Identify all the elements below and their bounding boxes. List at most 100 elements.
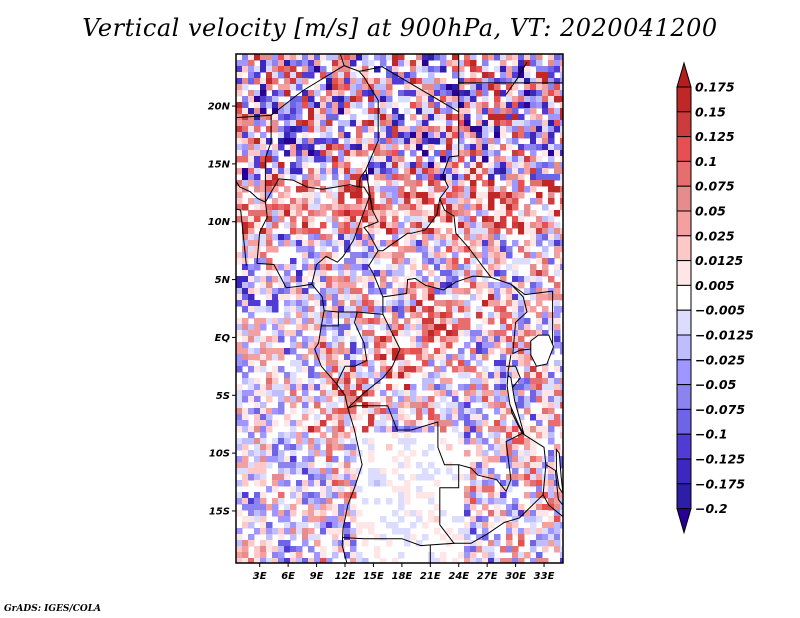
field-cell — [314, 336, 321, 343]
field-cell — [518, 102, 525, 109]
field-cell — [392, 258, 399, 265]
field-cell — [254, 324, 261, 331]
y-tick-label: 20N — [208, 102, 231, 113]
field-cell — [308, 96, 315, 103]
field-cell — [464, 132, 471, 139]
field-cell — [524, 462, 531, 469]
border-line — [542, 494, 563, 518]
field-cell — [338, 240, 345, 247]
field-cell — [236, 66, 243, 73]
field-cell — [512, 432, 519, 439]
field-cell — [254, 174, 261, 181]
field-cell — [368, 480, 375, 487]
colorbar-tick-label: 0.1 — [695, 154, 717, 169]
field-cell — [386, 336, 393, 343]
field-cell — [302, 318, 309, 325]
field-cell — [512, 546, 519, 553]
field-cell — [518, 90, 525, 97]
field-cell — [512, 162, 519, 169]
field-cell — [422, 168, 429, 175]
field-cell — [308, 120, 315, 127]
field-cell — [296, 294, 303, 301]
field-cell — [542, 384, 549, 391]
field-cell — [260, 96, 267, 103]
field-cell — [350, 360, 357, 367]
field-cell — [320, 384, 327, 391]
field-cell — [254, 348, 261, 355]
field-cell — [320, 210, 327, 217]
field-cell — [440, 360, 447, 367]
field-cell — [308, 318, 315, 325]
field-cell — [542, 522, 549, 529]
field-cell — [296, 468, 303, 475]
field-cell — [488, 126, 495, 133]
field-cell — [368, 84, 375, 91]
field-cell — [302, 528, 309, 535]
field-cell — [362, 378, 369, 385]
field-cell — [410, 186, 417, 193]
field-cell — [560, 450, 563, 457]
field-cell — [320, 390, 327, 397]
field-cell — [350, 84, 357, 91]
field-cell — [410, 282, 417, 289]
field-cell — [266, 78, 273, 85]
field-cell — [332, 426, 339, 433]
field-cell — [332, 60, 339, 67]
field-cell — [488, 426, 495, 433]
field-cell — [500, 396, 507, 403]
field-cell — [296, 360, 303, 367]
field-cell — [404, 96, 411, 103]
field-cell — [446, 60, 453, 67]
field-cell — [236, 276, 243, 283]
field-cell — [350, 438, 357, 445]
field-cell — [320, 162, 327, 169]
field-cell — [530, 138, 537, 145]
field-cell — [428, 180, 435, 187]
field-cell — [326, 516, 333, 523]
field-cell — [476, 354, 483, 361]
field-cell — [500, 510, 507, 517]
field-cell — [386, 300, 393, 307]
field-cell — [530, 372, 537, 379]
field-cell — [404, 444, 411, 451]
field-cell — [548, 498, 555, 505]
field-cell — [470, 414, 477, 421]
field-cell — [350, 372, 357, 379]
field-cell — [350, 186, 357, 193]
field-cell — [464, 300, 471, 307]
field-cell — [548, 378, 555, 385]
field-cell — [374, 210, 381, 217]
field-cell — [314, 258, 321, 265]
field-cell — [242, 174, 249, 181]
field-cell — [548, 516, 555, 523]
field-cell — [428, 282, 435, 289]
field-cell — [386, 72, 393, 79]
field-cell — [320, 450, 327, 457]
field-cell — [512, 366, 519, 373]
field-cell — [242, 84, 249, 91]
field-cell — [332, 138, 339, 145]
field-cell — [248, 72, 255, 79]
field-cell — [302, 432, 309, 439]
field-cell — [554, 66, 561, 73]
field-cell — [332, 312, 339, 319]
field-cell — [320, 306, 327, 313]
field-cell — [482, 120, 489, 127]
field-cell — [482, 354, 489, 361]
field-cell — [482, 552, 489, 559]
field-cell — [548, 150, 555, 157]
field-cell — [548, 522, 555, 529]
field-cell — [386, 132, 393, 139]
field-cell — [350, 540, 357, 547]
field-cell — [278, 192, 285, 199]
field-cell — [554, 228, 561, 235]
field-cell — [254, 72, 261, 79]
x-tick-label: 21E — [420, 571, 441, 582]
field-cell — [410, 366, 417, 373]
field-cell — [248, 222, 255, 229]
field-cell — [464, 450, 471, 457]
field-cell — [560, 534, 563, 541]
field-cell — [548, 414, 555, 421]
field-cell — [398, 126, 405, 133]
field-cell — [254, 120, 261, 127]
